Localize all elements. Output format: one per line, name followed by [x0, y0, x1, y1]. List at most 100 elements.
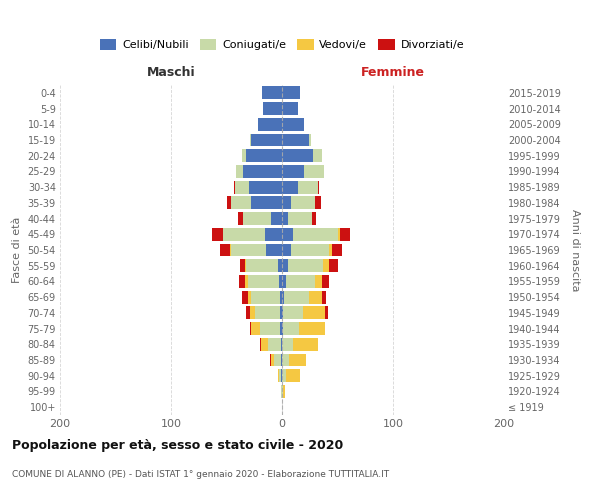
Bar — [293, 228, 337, 240]
Bar — [284, 290, 308, 304]
Bar — [329, 244, 332, 256]
Bar — [282, 212, 287, 225]
Bar — [282, 306, 283, 320]
Bar — [298, 180, 317, 194]
Bar — [248, 275, 278, 288]
Bar — [227, 196, 231, 209]
Bar — [271, 354, 274, 366]
Bar — [240, 260, 245, 272]
Bar — [236, 165, 243, 178]
Bar — [282, 228, 293, 240]
Bar — [282, 322, 283, 335]
Bar — [242, 150, 247, 162]
Bar — [251, 196, 282, 209]
Text: Femmine: Femmine — [361, 66, 425, 78]
Bar — [312, 212, 316, 225]
Text: COMUNE DI ALANNO (PE) - Dati ISTAT 1° gennaio 2020 - Elaborazione TUTTITALIA.IT: COMUNE DI ALANNO (PE) - Dati ISTAT 1° ge… — [12, 470, 389, 479]
Bar — [329, 260, 337, 272]
Bar — [257, 118, 282, 130]
Bar — [282, 370, 286, 382]
Bar — [283, 306, 303, 320]
Bar — [281, 354, 282, 366]
Bar — [251, 134, 282, 146]
Bar — [245, 275, 248, 288]
Bar — [251, 290, 280, 304]
Bar — [249, 180, 282, 194]
Bar — [242, 290, 248, 304]
Bar — [289, 354, 307, 366]
Bar — [243, 212, 271, 225]
Bar — [281, 338, 282, 350]
Bar — [261, 338, 268, 350]
Bar — [282, 86, 300, 100]
Bar — [274, 354, 281, 366]
Bar — [282, 150, 313, 162]
Bar — [243, 165, 282, 178]
Bar — [281, 385, 282, 398]
Bar — [223, 228, 265, 240]
Bar — [266, 244, 282, 256]
Bar — [283, 322, 299, 335]
Bar — [282, 244, 291, 256]
Bar — [212, 228, 223, 240]
Bar — [268, 338, 281, 350]
Bar — [247, 306, 250, 320]
Bar — [287, 260, 323, 272]
Bar — [291, 244, 329, 256]
Bar — [231, 196, 251, 209]
Bar — [220, 244, 230, 256]
Bar — [271, 212, 282, 225]
Bar — [293, 338, 317, 350]
Bar — [280, 322, 282, 335]
Bar — [282, 165, 304, 178]
Bar — [280, 290, 282, 304]
Bar — [263, 102, 282, 115]
Text: Maschi: Maschi — [146, 66, 196, 78]
Bar — [316, 196, 321, 209]
Bar — [282, 134, 308, 146]
Bar — [270, 354, 271, 366]
Bar — [323, 260, 329, 272]
Bar — [303, 306, 325, 320]
Bar — [282, 275, 286, 288]
Bar — [230, 244, 231, 256]
Bar — [235, 180, 249, 194]
Bar — [299, 322, 325, 335]
Bar — [286, 275, 316, 288]
Bar — [250, 322, 251, 335]
Bar — [316, 275, 322, 288]
Bar — [332, 244, 342, 256]
Bar — [278, 370, 281, 382]
Bar — [245, 260, 247, 272]
Bar — [247, 150, 282, 162]
Bar — [282, 102, 298, 115]
Bar — [282, 385, 283, 398]
Bar — [282, 290, 284, 304]
Bar — [308, 290, 322, 304]
Bar — [286, 370, 300, 382]
Bar — [282, 354, 289, 366]
Bar — [251, 322, 260, 335]
Bar — [260, 322, 280, 335]
Bar — [304, 165, 324, 178]
Bar — [337, 228, 340, 240]
Bar — [238, 212, 243, 225]
Bar — [282, 196, 291, 209]
Bar — [281, 370, 282, 382]
Bar — [340, 228, 350, 240]
Y-axis label: Fasce di età: Fasce di età — [12, 217, 22, 283]
Bar — [239, 275, 245, 288]
Bar — [265, 228, 282, 240]
Bar — [278, 260, 282, 272]
Y-axis label: Anni di nascita: Anni di nascita — [571, 209, 580, 291]
Bar — [322, 275, 329, 288]
Bar — [291, 196, 316, 209]
Bar — [287, 212, 312, 225]
Bar — [282, 180, 298, 194]
Bar — [317, 180, 319, 194]
Bar — [322, 290, 326, 304]
Bar — [248, 290, 251, 304]
Bar — [234, 180, 235, 194]
Bar — [231, 244, 266, 256]
Bar — [262, 86, 282, 100]
